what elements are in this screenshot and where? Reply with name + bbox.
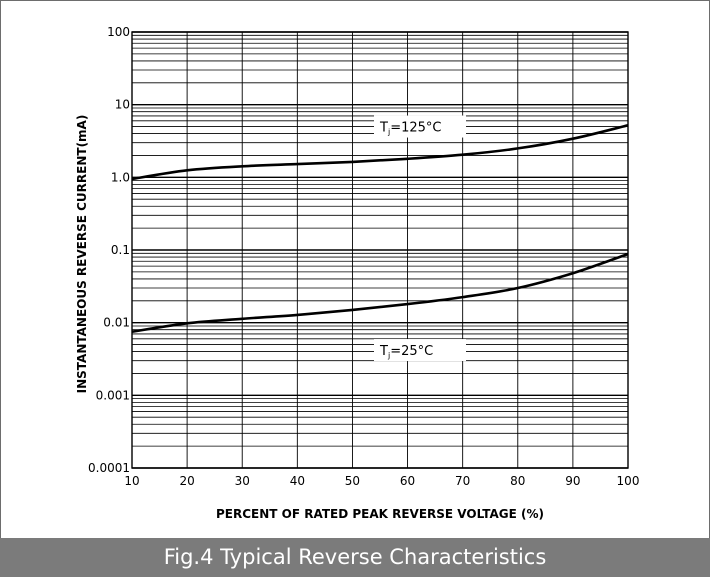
plot-border [131,31,629,469]
annotation-background [374,339,466,362]
y-tick-label: 10 [115,98,130,112]
series-line-0 [131,124,629,181]
x-tick-label: 50 [345,474,360,488]
annotation-label-1: Tj=25°C [379,344,433,360]
x-tick-label: 70 [455,474,470,488]
annotation-label-0: Tj=125°C [379,121,441,137]
x-tick-label: 20 [179,474,194,488]
x-tick-label: 60 [400,474,415,488]
x-axis-label: PERCENT OF RATED PEAK REVERSE VOLTAGE (%… [216,507,544,521]
y-axis-label: INSTANTANEOUS REVERSE CURRENT(mA) [75,115,89,394]
x-tick-label: 30 [235,474,250,488]
x-tick-label: 80 [510,474,525,488]
y-tick-label: 0.0001 [88,461,130,475]
figure-caption: Fig.4 Typical Reverse Characteristics [0,538,710,577]
x-tick-label: 10 [124,474,139,488]
series-line-1 [131,252,629,333]
x-tick-label: 90 [565,474,580,488]
y-tick-label: 0.01 [103,316,130,330]
y-tick-label: 0.001 [96,388,130,402]
y-tick-label: 0.1 [111,243,130,257]
x-tick-label: 100 [617,474,640,488]
annotation-background [374,115,466,138]
x-tick-label: 40 [290,474,305,488]
y-tick-label: 1.0 [111,170,130,184]
y-tick-label: 100 [107,25,130,39]
chart: 0.0001 0.001 0.01 0.1 1.0 10 100 10 20 30 40 50 60 70… [75,25,640,521]
